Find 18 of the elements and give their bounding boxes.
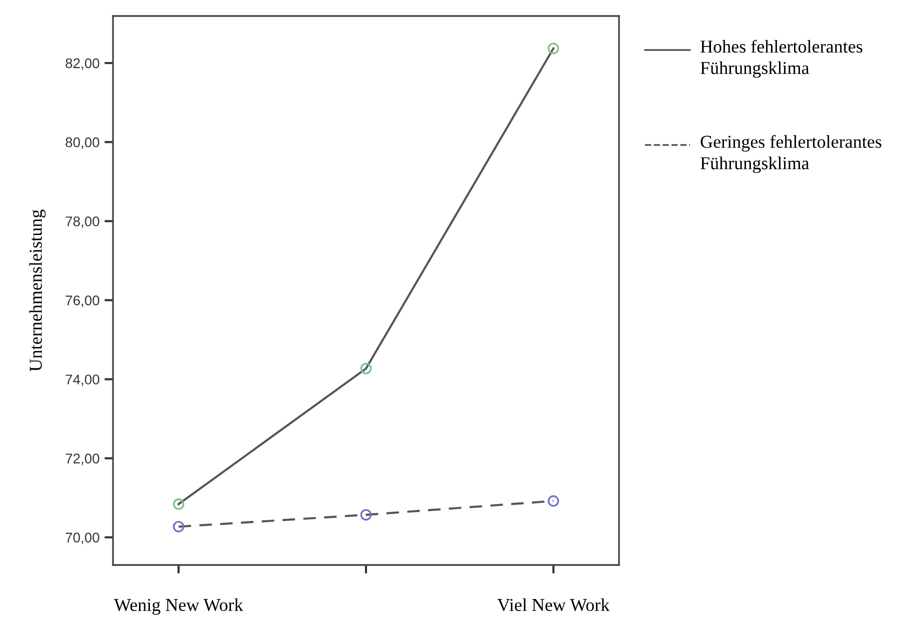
point xyxy=(172,520,184,532)
legend-label: Hohes fehlertolerantes Führungsklima xyxy=(700,40,862,78)
y-tick-label: 72,00 xyxy=(66,454,100,466)
y-tick-label: 78,00 xyxy=(66,216,100,228)
y-tick-label: 74,00 xyxy=(66,374,100,386)
y-axis-title: Unternehmensleistung xyxy=(29,210,46,372)
y-tick-label: 70,00 xyxy=(66,532,100,544)
point xyxy=(548,42,560,54)
y-tick-label: 76,00 xyxy=(66,296,100,307)
point xyxy=(548,495,560,507)
point xyxy=(360,509,372,520)
y-tick-label: 80,00 xyxy=(66,137,100,149)
x-tick-label: Viel New Work xyxy=(497,598,610,612)
y-tick-label: 82,00 xyxy=(66,58,100,70)
point xyxy=(172,498,184,510)
x-tick-label: Wenig New Work xyxy=(114,598,244,615)
point xyxy=(360,362,372,374)
legend-label: Geringes fehlertolerantes Führungsklima xyxy=(700,135,882,174)
